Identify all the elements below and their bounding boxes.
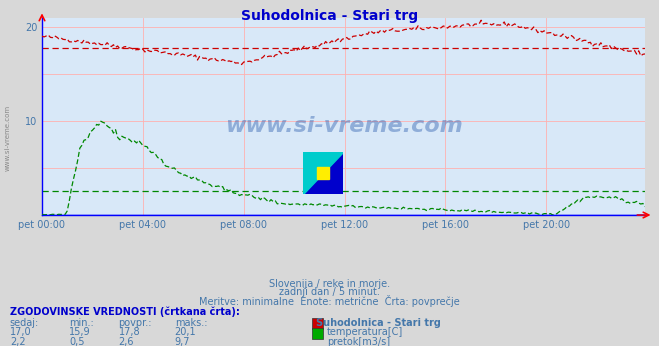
Text: 2,2: 2,2 — [10, 337, 26, 346]
Text: 2,6: 2,6 — [119, 337, 134, 346]
Text: ZGODOVINSKE VREDNOSTI (črtkana črta):: ZGODOVINSKE VREDNOSTI (črtkana črta): — [10, 306, 240, 317]
Text: 17,0: 17,0 — [10, 327, 32, 337]
Text: pretok[m3/s]: pretok[m3/s] — [327, 337, 390, 346]
Text: www.si-vreme.com: www.si-vreme.com — [225, 116, 463, 136]
Text: Suhodolnica - Stari trg: Suhodolnica - Stari trg — [316, 318, 441, 328]
Text: maks.:: maks.: — [175, 318, 207, 328]
Text: zadnji dan / 5 minut.: zadnji dan / 5 minut. — [279, 287, 380, 297]
Polygon shape — [303, 152, 343, 194]
Text: 9,7: 9,7 — [175, 337, 190, 346]
Polygon shape — [317, 167, 329, 179]
Text: 20,1: 20,1 — [175, 327, 196, 337]
Polygon shape — [303, 152, 343, 194]
Text: 17,8: 17,8 — [119, 327, 140, 337]
Text: 0,5: 0,5 — [69, 337, 85, 346]
Text: temperatura[C]: temperatura[C] — [327, 327, 403, 337]
Text: Slovenija / reke in morje.: Slovenija / reke in morje. — [269, 279, 390, 289]
Text: min.:: min.: — [69, 318, 94, 328]
Text: Meritve: minimalne  Enote: metrične  Črta: povprečje: Meritve: minimalne Enote: metrične Črta:… — [199, 295, 460, 307]
Text: 15,9: 15,9 — [69, 327, 91, 337]
Text: Suhodolnica - Stari trg: Suhodolnica - Stari trg — [241, 9, 418, 22]
Text: sedaj:: sedaj: — [10, 318, 39, 328]
Text: povpr.:: povpr.: — [119, 318, 152, 328]
Text: www.si-vreme.com: www.si-vreme.com — [5, 105, 11, 172]
